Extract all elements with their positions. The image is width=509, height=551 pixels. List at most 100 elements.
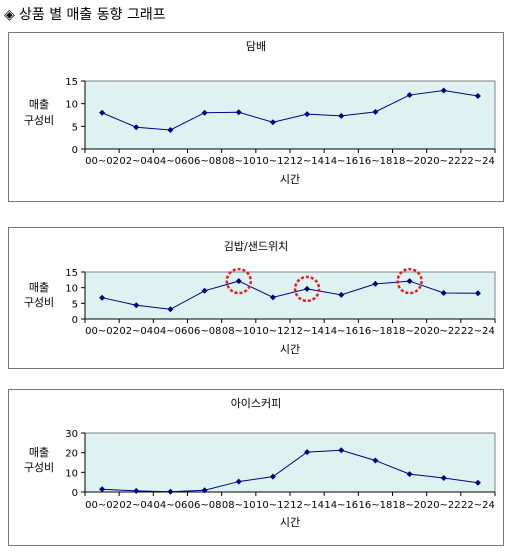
x-tick-label: 00~02: [85, 326, 119, 337]
data-point: [133, 124, 140, 131]
series-line: [102, 449, 478, 493]
y-tick-label: 0: [72, 488, 78, 499]
data-point: [440, 289, 447, 296]
data-point: [269, 473, 276, 480]
data-point: [304, 449, 311, 456]
data-point: [338, 447, 345, 454]
data-point: [406, 92, 413, 99]
x-tick-label: 02~04: [119, 156, 153, 167]
x-tick-label: 12~14: [290, 326, 324, 337]
data-point: [201, 487, 208, 494]
y-axis-label: 매출: [29, 446, 49, 459]
highlight-circle: [396, 267, 423, 295]
data-point: [474, 92, 481, 99]
x-tick-label: 16~18: [359, 500, 393, 511]
x-tick-label: 22~24: [461, 326, 495, 337]
series-line: [101, 90, 478, 131]
x-tick-label: 04~06: [154, 156, 188, 167]
y-tick-label: 20: [65, 449, 78, 460]
data-point: [474, 290, 481, 297]
data-point: [406, 278, 413, 285]
page-title: ◈ 상품 별 매출 동향 그래프: [4, 4, 166, 24]
data-point: [304, 285, 311, 292]
plot-area: [84, 80, 496, 150]
y-axis-label: 매출: [29, 98, 49, 111]
highlight-circle: [225, 267, 252, 295]
y-tick-label: 5: [72, 122, 78, 133]
x-tick-label: 18~20: [393, 500, 427, 511]
y-tick-label: 30: [65, 429, 78, 440]
data-point: [133, 302, 140, 309]
x-tick-label: 08~10: [222, 156, 256, 167]
y-tick-label: 15: [65, 77, 78, 88]
y-axis-label: 매출: [29, 281, 49, 294]
data-point: [372, 280, 379, 287]
x-tick-label: 18~20: [393, 156, 427, 167]
x-tick-label: 16~18: [359, 326, 393, 337]
chart-title: 담배: [246, 40, 266, 53]
data-point: [474, 479, 481, 486]
x-tick-label: 14~16: [324, 500, 358, 511]
x-tick-label: 12~14: [290, 500, 324, 511]
diamond-bullet-icon: ◈: [4, 7, 15, 23]
page-title-text: 상품 별 매출 동향 그래프: [19, 7, 166, 23]
chart-panel-tobacco: 담배 0 5 10 15 00~02 02~04 04~06 06~08 08~10 10~12 12…: [8, 32, 504, 202]
data-point: [235, 478, 242, 485]
x-tick-label: 08~10: [222, 500, 256, 511]
data-point: [338, 112, 345, 119]
chart-title: 아이스커피: [231, 397, 282, 410]
y-axis-label: 구성비: [24, 461, 54, 474]
y-axis-label: 구성비: [24, 296, 54, 309]
data-point: [201, 109, 208, 116]
data-point: [99, 486, 106, 493]
x-tick-label: 20~22: [427, 326, 461, 337]
x-tick-label: 04~06: [154, 326, 188, 337]
x-tick-label: 22~24: [461, 156, 495, 167]
x-tick-label: 14~16: [324, 326, 358, 337]
x-tick-label: 14~16: [324, 156, 358, 167]
x-axis-label: 시간: [280, 516, 300, 529]
x-tick-label: 16~18: [359, 156, 393, 167]
data-point: [167, 488, 174, 495]
data-point: [372, 108, 379, 115]
data-point: [269, 294, 276, 301]
series-line: [101, 280, 478, 310]
y-tick-label: 5: [72, 299, 78, 310]
x-tick-label: 22~24: [461, 500, 495, 511]
data-point: [201, 287, 208, 294]
x-tick-label: 06~08: [188, 326, 222, 337]
chart-svg: 담배 0 5 10 15 00~02 02~04 04~06 06~08 08~10 10~12 12…: [24, 40, 496, 186]
data-point: [406, 471, 413, 478]
data-point: [235, 109, 242, 116]
y-tick-label: 10: [65, 468, 78, 479]
plot-area: [84, 432, 496, 493]
y-tick-label: 15: [65, 268, 78, 279]
y-axis-label: 구성비: [24, 114, 54, 127]
plot-area: [84, 271, 496, 320]
y-tick-label: 10: [65, 284, 78, 295]
x-tick-label: 10~12: [256, 500, 290, 511]
data-point: [167, 306, 174, 313]
y-tick-label: 10: [65, 100, 78, 111]
x-tick-label: 18~20: [393, 326, 427, 337]
x-tick-label: 06~08: [188, 500, 222, 511]
data-point: [338, 291, 345, 298]
chart-panel-gimbap-sandwich: 김밥/샌드위치 0 5 10 15 00~02 02~04 04~06 06~08 08~10 10…: [8, 227, 504, 369]
chart-title: 김밥/샌드위치: [224, 240, 288, 253]
x-tick-label: 04~06: [154, 500, 188, 511]
x-tick-label: 00~02: [85, 500, 119, 511]
data-point: [99, 109, 106, 116]
data-point: [269, 119, 276, 126]
data-point: [99, 294, 106, 301]
x-tick-label: 06~08: [188, 156, 222, 167]
chart-svg: 아이스커피 0 10 20 30 00~02 02~04 04~06 06~08 08~10 10~…: [24, 397, 496, 529]
x-axis-label: 시간: [280, 343, 300, 356]
x-tick-label: 08~10: [222, 326, 256, 337]
data-point: [235, 278, 242, 285]
data-point: [304, 111, 311, 118]
x-tick-label: 00~02: [85, 156, 119, 167]
data-point: [133, 487, 140, 494]
x-tick-label: 02~04: [119, 500, 153, 511]
data-point: [440, 87, 447, 94]
data-point: [372, 457, 379, 464]
